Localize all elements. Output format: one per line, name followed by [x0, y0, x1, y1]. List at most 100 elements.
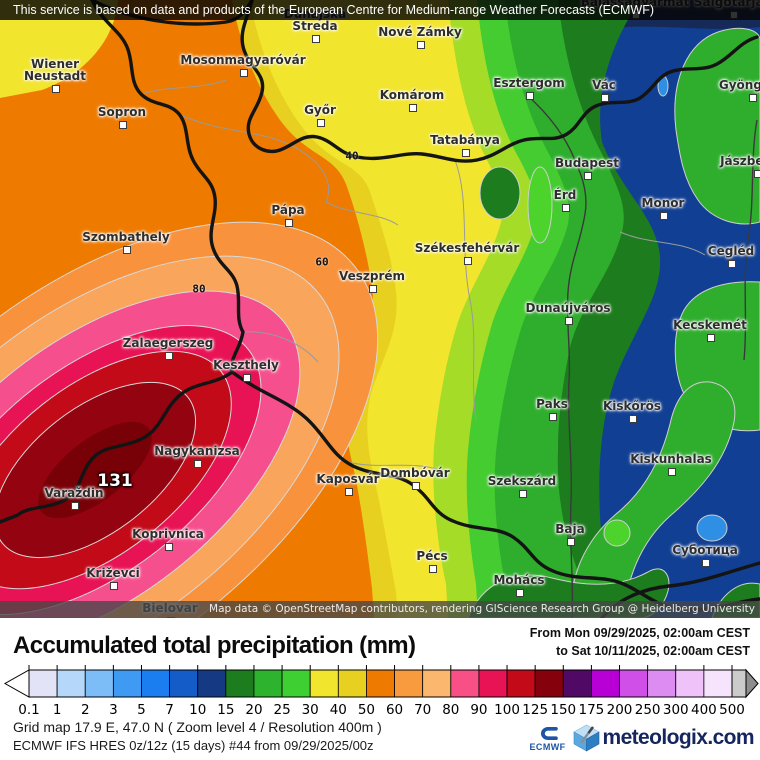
- city-label: Mohács: [493, 573, 545, 588]
- legend-label: 20: [245, 702, 262, 718]
- rivers: [528, 96, 758, 618]
- legend-label: 15: [217, 702, 234, 718]
- legend-segment: [141, 669, 170, 698]
- city-marker-icon: [702, 559, 710, 567]
- legend-segment: [506, 669, 536, 698]
- legend-segment: [562, 669, 592, 698]
- city-marker-icon: [464, 257, 472, 265]
- city-marker-icon: [409, 104, 417, 112]
- city-marker-icon: [516, 589, 524, 597]
- yellow-corner: [0, 0, 118, 98]
- legend-frame: [28, 669, 733, 698]
- meteologix-cube-icon: [572, 724, 600, 752]
- legend-segment: [197, 669, 227, 698]
- legend-label: 70: [414, 702, 431, 718]
- city-marker-icon: [317, 119, 325, 127]
- city-marker-icon: [429, 565, 437, 573]
- city-label: Nagykanizsa: [154, 444, 240, 459]
- logo-row: ECMWF meteologix.com: [530, 724, 755, 752]
- legend-segment: [84, 669, 114, 698]
- city-marker-icon: [165, 543, 173, 551]
- period-to: to Sat 10/11/2025, 02:00am CEST: [556, 643, 750, 658]
- legend-label: 40: [330, 702, 347, 718]
- legend-segment: [28, 669, 58, 698]
- city-label: Győr: [304, 103, 336, 118]
- precip-max-label: 131: [97, 471, 133, 491]
- contour-value-label: 80: [192, 282, 206, 296]
- city-label: Vác: [592, 78, 616, 93]
- city-label: Jászberény: [720, 154, 760, 169]
- legend-label: 90: [470, 702, 487, 718]
- city-label: Wiener Neustadt: [23, 56, 87, 84]
- map-attribution-bar: Map data © OpenStreetMap contributors, r…: [0, 601, 760, 618]
- legend-label: 3: [109, 702, 118, 718]
- city-marker-icon: [567, 538, 575, 546]
- city-label: Pápa: [271, 203, 305, 218]
- city-marker-icon: [240, 69, 248, 77]
- period-from: From Mon 09/29/2025, 02:00am CEST: [529, 626, 750, 640]
- legend-label: 200: [607, 702, 633, 718]
- ecmwf-logo-text: ECMWF: [529, 742, 566, 752]
- city-marker-icon: [285, 219, 293, 227]
- legend-segment: [647, 669, 677, 698]
- contour-value-label: 40: [345, 149, 359, 163]
- city-label: Érd: [553, 188, 577, 203]
- city-label: Szombathely: [82, 230, 170, 245]
- meteologix-logo[interactable]: meteologix.com: [572, 724, 755, 752]
- city-label: Cegléd: [707, 244, 755, 259]
- city-marker-icon: [629, 415, 637, 423]
- map-canvas[interactable]: 40 60 80 131 Wiener Neustadt Sopron Mosonmagy…: [0, 0, 760, 618]
- city-marker-icon: [754, 170, 760, 178]
- legend-segment: [478, 669, 508, 698]
- ecmwf-icon: [540, 727, 558, 740]
- legend-segment: [309, 669, 339, 698]
- city-label: Kiskőrös: [602, 399, 662, 414]
- legend-label: 100: [494, 702, 520, 718]
- city-label: Kaposvár: [316, 472, 380, 487]
- contour-value-label: 60: [315, 255, 329, 269]
- city-label: Nové Zámky: [378, 25, 462, 40]
- city-marker-icon: [707, 334, 715, 342]
- ecmwf-logo[interactable]: ECMWF: [530, 726, 566, 752]
- city-label: Székesfehérvár: [414, 241, 520, 256]
- brand-text: meteologix.com: [602, 726, 755, 749]
- city-marker-icon: [526, 92, 534, 100]
- city-label: Varaždin: [44, 486, 104, 501]
- city-marker-icon: [728, 260, 736, 268]
- legend-label: 0.1: [18, 702, 39, 718]
- legend-right-arrow: [745, 668, 759, 699]
- legend-segment: [366, 669, 395, 698]
- city-marker-icon: [417, 41, 425, 49]
- legend-left-arrow: [3, 669, 30, 698]
- city-marker-icon: [549, 413, 557, 421]
- legend-segment: [394, 669, 424, 698]
- ecmwf-notice-text: This service is based on data and produc…: [13, 3, 655, 17]
- legend-label: 60: [386, 702, 403, 718]
- city-marker-icon: [584, 172, 592, 180]
- forecast-period: From Mon 09/29/2025, 02:00am CEST to Sat…: [530, 625, 750, 660]
- city-label: Mosonmagyaróvár: [180, 53, 306, 68]
- city-label: Kiskunhalas: [630, 452, 712, 467]
- city-marker-icon: [119, 121, 127, 129]
- page-title: Accumulated total precipitation (mm): [13, 632, 416, 659]
- city-label: Szekszárd: [487, 474, 557, 489]
- legend: 0.1 1 2 3 5 7 10 15 20 25 30 40 50 60 70 80 90 100 125 150 1…: [0, 664, 760, 720]
- contour-label-layer: 40 60 80 131: [97, 149, 359, 492]
- legend-segment: [112, 669, 142, 698]
- city-marker-icon: [123, 246, 131, 254]
- legend-segment: [253, 669, 283, 698]
- city-label: Monor: [641, 196, 685, 211]
- city-marker-icon: [312, 35, 320, 43]
- legend-label: 80: [442, 702, 459, 718]
- city-marker-icon: [194, 460, 202, 468]
- ecmwf-notice-bar: This service is based on data and produc…: [0, 0, 760, 20]
- city-label: Veszprém: [338, 269, 406, 284]
- legend-label: 150: [550, 702, 576, 718]
- city-marker-icon: [668, 468, 676, 476]
- legend-label: 250: [635, 702, 661, 718]
- city-marker-icon: [71, 502, 79, 510]
- legend-label: 5: [137, 702, 146, 718]
- city-label: Paks: [536, 397, 568, 412]
- precipitation-map-graphic: [0, 0, 760, 618]
